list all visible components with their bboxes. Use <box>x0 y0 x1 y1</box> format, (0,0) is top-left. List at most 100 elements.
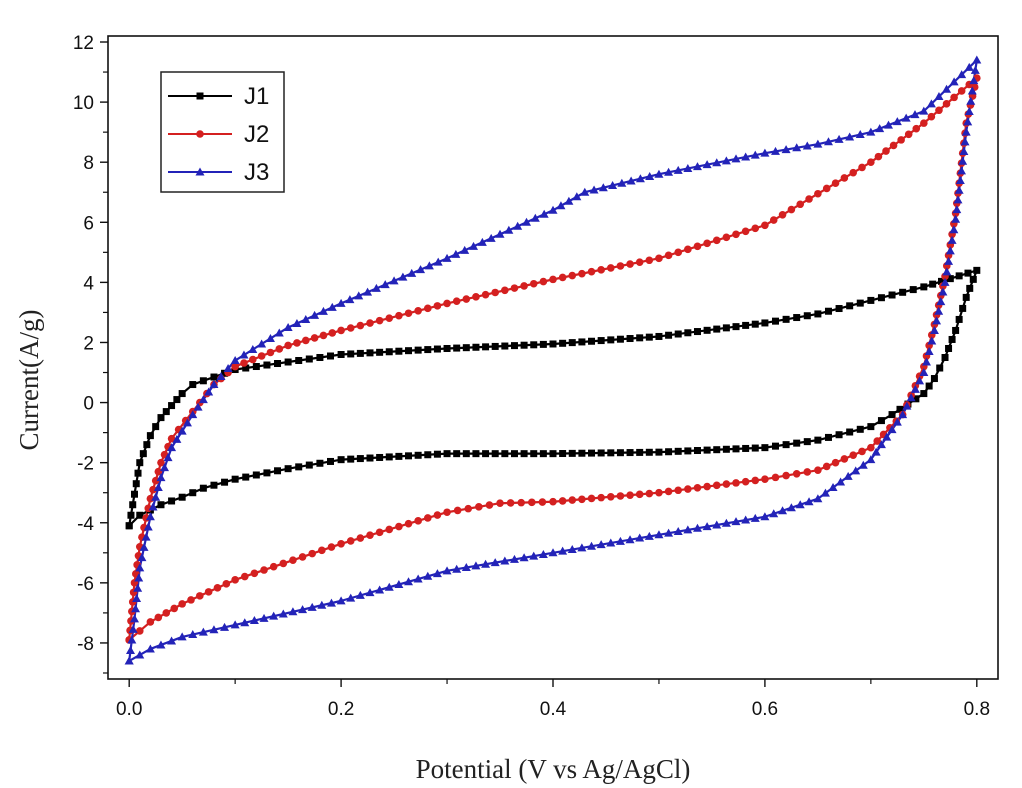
data-point-j2 <box>703 239 711 248</box>
data-point-j1 <box>636 448 644 456</box>
data-point-j2 <box>539 277 548 286</box>
data-point-j1 <box>132 480 140 488</box>
data-point-j3 <box>952 205 962 214</box>
data-point-j1 <box>782 315 790 323</box>
data-point-j2 <box>356 534 365 542</box>
data-point-j2 <box>452 297 461 306</box>
data-point-j1 <box>395 347 403 355</box>
data-point-j2 <box>805 195 813 203</box>
data-point-j3 <box>452 564 462 573</box>
data-point-j1 <box>722 324 730 332</box>
data-point-j3 <box>538 549 548 558</box>
data-point-j1 <box>626 449 634 457</box>
data-point-j1 <box>846 428 854 436</box>
data-point-j3 <box>926 99 936 108</box>
data-point-j2 <box>501 286 509 295</box>
data-point-j1 <box>966 284 974 292</box>
data-point-j3 <box>433 257 443 266</box>
data-point-j2 <box>414 517 422 525</box>
x-axis: 0.0 0.2 0.4 0.6 0.8 <box>116 679 990 720</box>
data-point-j3 <box>137 553 147 562</box>
data-point-j3 <box>135 563 145 572</box>
data-point-j3 <box>240 618 250 627</box>
data-point-j3 <box>513 221 523 230</box>
data-point-j2 <box>957 87 966 95</box>
data-point-j2 <box>366 531 374 539</box>
data-point-j1 <box>134 469 142 477</box>
data-point-j3 <box>239 350 249 359</box>
data-point-j1 <box>761 444 769 452</box>
data-point-j3 <box>432 569 442 578</box>
data-point-j3 <box>209 380 219 389</box>
x-axis-title: Potential (V vs Ag/AgCl) <box>416 754 691 784</box>
data-point-j1 <box>337 350 345 358</box>
data-point-j2 <box>496 499 504 508</box>
data-point-j2 <box>761 221 769 230</box>
data-point-j2 <box>616 492 625 500</box>
data-point-j1 <box>347 455 355 463</box>
data-point-j2 <box>626 491 634 499</box>
data-point-j1 <box>510 450 518 458</box>
data-point-j1 <box>136 459 144 467</box>
data-point-j3 <box>413 574 423 583</box>
legend-marker-j3 <box>195 167 205 176</box>
data-point-j1 <box>899 288 907 296</box>
data-point-j2 <box>154 613 163 622</box>
data-point-j1 <box>316 459 324 467</box>
data-point-j1 <box>964 269 972 277</box>
data-point-j1 <box>263 469 271 477</box>
data-point-j1 <box>152 423 160 431</box>
data-point-j1 <box>549 340 557 348</box>
data-point-j1 <box>835 431 843 439</box>
data-point-j2 <box>942 100 951 108</box>
data-point-j3 <box>310 310 320 319</box>
data-point-j3 <box>407 268 417 277</box>
legend-label-j1: J1 <box>244 83 269 110</box>
data-point-j2 <box>328 329 337 337</box>
data-point-j3 <box>702 160 712 169</box>
data-point-j3 <box>887 425 897 434</box>
data-point-j3 <box>423 571 433 580</box>
data-point-j1 <box>703 326 711 334</box>
data-point-j3 <box>198 627 208 636</box>
data-point-j1 <box>877 294 885 302</box>
legend: J1 J2 J3 <box>160 71 285 193</box>
data-point-j3 <box>167 443 177 452</box>
data-point-j3 <box>486 233 496 242</box>
data-point-j2 <box>664 251 673 260</box>
data-point-j1 <box>912 395 920 403</box>
data-point-j2 <box>722 233 731 242</box>
data-point-j2 <box>485 501 494 509</box>
data-point-j3 <box>404 577 414 586</box>
x-tick-label: 0.6 <box>752 699 778 720</box>
data-point-j3 <box>625 535 635 544</box>
data-point-j3 <box>145 644 155 653</box>
data-point-j3 <box>731 154 741 163</box>
data-point-j3 <box>477 237 487 246</box>
data-point-j3 <box>919 368 929 377</box>
data-point-j2 <box>831 179 840 188</box>
data-point-j1 <box>366 454 374 462</box>
data-point-j2 <box>157 458 165 467</box>
data-point-j1 <box>130 490 138 498</box>
data-point-j1 <box>955 315 963 323</box>
data-point-j1 <box>925 382 933 390</box>
data-point-j1 <box>501 450 509 458</box>
data-point-j1 <box>472 343 480 351</box>
data-point-j3 <box>683 163 693 172</box>
data-point-j3 <box>664 528 674 537</box>
data-point-j3 <box>336 596 346 605</box>
data-point-j2 <box>558 273 567 282</box>
data-point-j1 <box>433 450 441 458</box>
data-point-j2 <box>761 475 769 483</box>
data-point-j3 <box>354 291 364 300</box>
data-point-j1 <box>520 450 528 458</box>
data-point-j3 <box>673 165 683 174</box>
data-point-j1 <box>295 463 303 471</box>
data-point-j1 <box>684 329 692 337</box>
data-point-j3 <box>156 640 166 649</box>
data-point-j3 <box>257 339 267 348</box>
data-point-j1 <box>157 501 165 509</box>
data-point-j2 <box>578 269 586 278</box>
data-point-j1 <box>405 347 413 355</box>
